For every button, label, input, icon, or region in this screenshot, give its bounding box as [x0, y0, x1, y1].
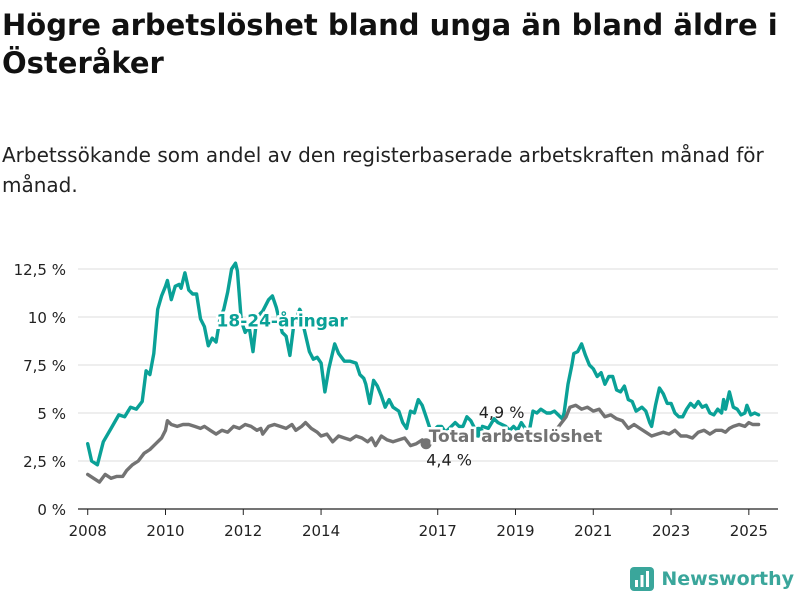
- chart-subtitle: Arbetssökande som andel av den registerb…: [2, 143, 764, 197]
- y-tick-label: 5 %: [37, 405, 66, 423]
- y-tick-label: 7,5 %: [23, 357, 66, 375]
- series-layer: [86, 261, 761, 484]
- series-end-point: [473, 426, 485, 438]
- newsworthy-icon: [630, 567, 655, 591]
- series-annotation: Total arbetslöshet: [429, 427, 603, 447]
- x-tick-label: 2021: [574, 522, 612, 540]
- series-line: [480, 342, 761, 434]
- x-tick-label: 2012: [224, 522, 262, 540]
- x-tick-label: 2010: [146, 522, 184, 540]
- y-tick-label: 12,5 %: [14, 261, 66, 279]
- grid-layer: [78, 268, 778, 462]
- series-line: [86, 419, 428, 484]
- y-tick-label: 0 %: [37, 501, 66, 519]
- axis-layer: 0 % 2,5 % 5 % 7,5 % 10 % 12,5 % 2008 2010 2012 20…: [14, 261, 778, 540]
- x-tick-label: 2019: [496, 522, 534, 540]
- series-end-label: 4,9 %: [479, 403, 525, 422]
- x-tick-label: 2023: [652, 522, 690, 540]
- y-tick-label: 10 %: [28, 309, 66, 327]
- brand-name: Newsworthy: [661, 568, 794, 590]
- x-tick-label: 2017: [419, 522, 457, 540]
- chart-title: Högre arbetslöshet bland unga än bland ä…: [2, 8, 778, 80]
- x-tick-label: 2014: [302, 522, 340, 540]
- x-tick-label: 2008: [69, 522, 107, 540]
- x-tick-label: 2025: [730, 522, 768, 540]
- series-end-point: [420, 438, 432, 450]
- y-tick-label: 2,5 %: [23, 453, 66, 471]
- brand-logo[interactable]: Newsworthy: [629, 566, 794, 592]
- series-end-label: 4,4 %: [426, 451, 472, 470]
- series-annotation: 18-24-åringar: [217, 310, 349, 332]
- series-line: [86, 261, 481, 467]
- series-line: [552, 403, 761, 440]
- label-layer: 4,9 % 4,4 % 18-24-åringar Total arbetslöshe…: [214, 307, 605, 470]
